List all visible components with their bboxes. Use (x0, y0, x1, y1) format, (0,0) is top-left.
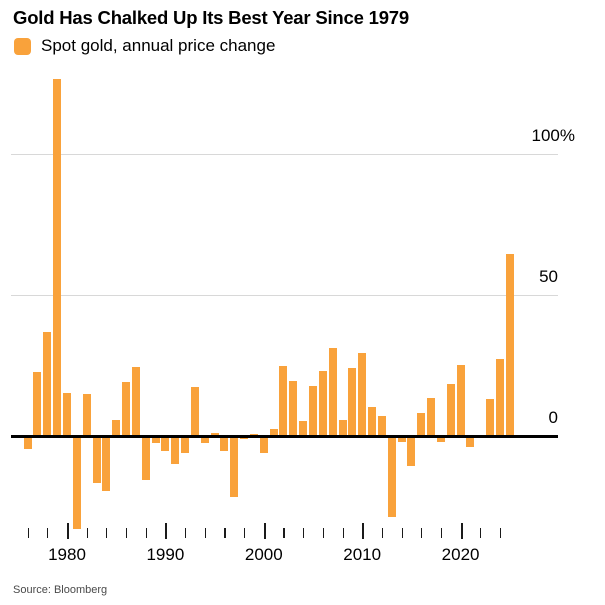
bar-1988 (141, 437, 150, 481)
bar-2003 (289, 381, 298, 436)
bar-1996 (220, 437, 229, 452)
x-minor-tick-2004 (303, 528, 305, 538)
bar-1994 (200, 437, 209, 444)
bar-2002 (279, 366, 288, 436)
bar-1979 (53, 79, 62, 436)
bar-1999 (249, 433, 258, 436)
x-minor-tick-1976 (27, 528, 29, 538)
bar-2005 (309, 385, 317, 436)
bar-2023 (486, 399, 495, 436)
bar-2015 (407, 437, 416, 467)
x-axis-label-2020: 2020 (441, 545, 480, 564)
bar-2020 (456, 365, 465, 436)
bar-1987 (131, 366, 140, 436)
bar-2008 (338, 420, 347, 436)
x-major-tick-2010 (362, 523, 365, 539)
x-major-tick-1980 (67, 523, 69, 539)
x-minor-tick-2012 (381, 528, 383, 538)
bar-2025 (505, 254, 514, 436)
bar-1984 (102, 437, 111, 492)
x-minor-tick-2006 (322, 528, 324, 538)
bar-1980 (63, 393, 71, 436)
chart-title: Gold Has Chalked Up Its Best Year Since … (13, 7, 409, 28)
bar-1997 (230, 437, 239, 498)
y-axis-label-50: 50 (539, 267, 558, 286)
bar-2016 (417, 413, 426, 436)
bar-2019 (446, 384, 455, 436)
x-axis-label-2010: 2010 (343, 545, 382, 564)
x-minor-tick-1982 (86, 528, 88, 538)
bar-2006 (318, 371, 327, 436)
x-minor-tick-2022 (480, 528, 482, 538)
zero-axis-line (11, 435, 558, 438)
bar-2022 (476, 437, 485, 438)
bar-1992 (181, 437, 189, 454)
x-minor-tick-1986 (126, 528, 128, 538)
bar-1986 (122, 382, 130, 436)
bar-2012 (377, 416, 386, 436)
bar-1983 (92, 437, 101, 483)
x-axis-label-2000: 2000 (244, 545, 283, 564)
bar-2017 (427, 397, 435, 436)
legend-swatch-icon (14, 37, 31, 55)
x-minor-tick-1992 (185, 528, 187, 538)
bar-1978 (43, 331, 52, 436)
bar-1982 (82, 394, 91, 436)
x-minor-tick-1994 (204, 528, 206, 538)
x-minor-tick-2024 (499, 528, 502, 538)
bar-1991 (171, 437, 180, 465)
bar-2024 (495, 359, 504, 436)
bar-2001 (269, 429, 278, 436)
x-minor-tick-1978 (47, 528, 49, 538)
x-minor-tick-2014 (401, 528, 403, 538)
source-attribution: Source: Bloomberg (13, 584, 108, 596)
x-minor-tick-1996 (224, 528, 226, 538)
x-minor-tick-2002 (283, 528, 285, 538)
x-minor-tick-1988 (145, 528, 147, 538)
y-axis-label-0: 0 (548, 408, 558, 427)
x-major-tick-2020 (460, 523, 463, 539)
bar-2007 (328, 348, 337, 436)
x-axis-label-1990: 1990 (146, 545, 185, 564)
legend: Spot gold, annual price change (14, 36, 275, 56)
legend-label: Spot gold, annual price change (41, 36, 276, 55)
bar-2014 (397, 437, 406, 442)
bar-2018 (436, 437, 445, 442)
x-minor-tick-2018 (440, 528, 443, 538)
bar-2000 (259, 437, 268, 453)
bar-1993 (190, 387, 199, 436)
bar-1990 (161, 437, 170, 451)
bar-1995 (210, 433, 219, 436)
x-axis-label-1980: 1980 (48, 545, 86, 564)
x-minor-tick-1984 (106, 528, 108, 538)
bar-1985 (112, 419, 121, 436)
x-major-tick-1990 (165, 523, 168, 539)
bar-2011 (368, 407, 376, 436)
x-major-tick-2000 (263, 523, 266, 539)
bar-1977 (33, 372, 42, 436)
bar-2013 (387, 437, 396, 517)
bar-2010 (358, 352, 367, 436)
bar-2009 (348, 367, 357, 436)
bar-1981 (72, 437, 81, 529)
bar-1976 (23, 437, 32, 449)
bar-1998 (240, 437, 249, 440)
bar-1989 (151, 437, 160, 444)
bar-2004 (299, 420, 308, 436)
y-axis-label-100: 100% (531, 126, 575, 145)
gridline-100 (11, 154, 558, 155)
x-minor-tick-2008 (342, 528, 344, 538)
gridline-50 (11, 295, 558, 296)
bar-2021 (466, 437, 475, 448)
x-minor-tick-2016 (421, 528, 423, 538)
x-minor-tick-1998 (244, 528, 246, 538)
